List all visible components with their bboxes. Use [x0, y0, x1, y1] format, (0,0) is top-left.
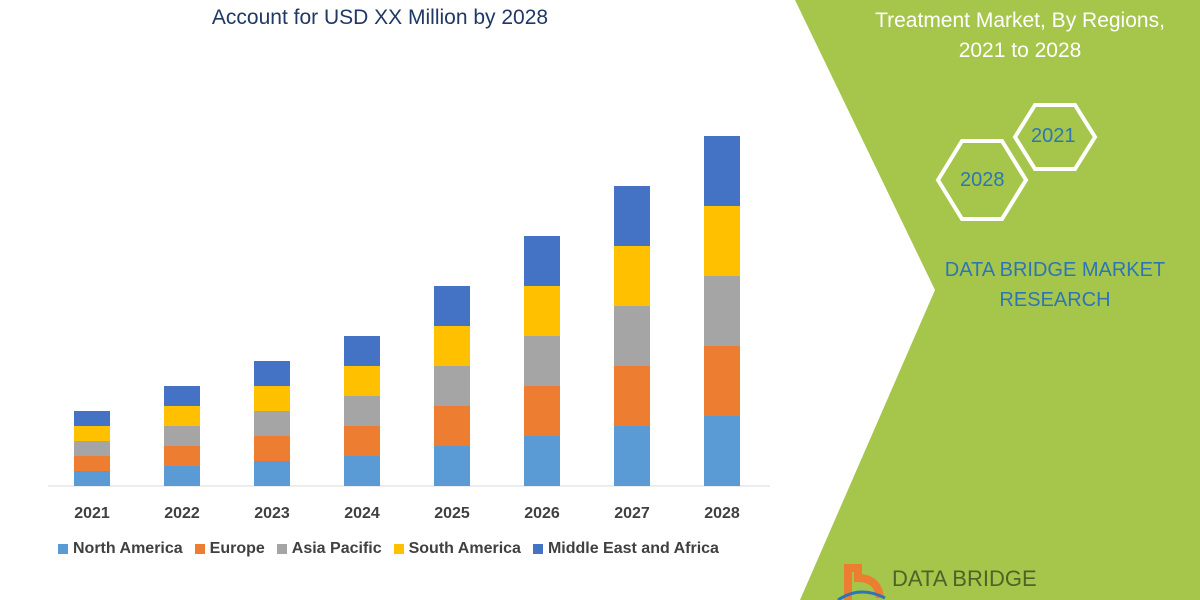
legend-swatch	[393, 544, 404, 554]
bar-segment-middle-east-and-africa-2028	[704, 136, 740, 206]
bar-segment-middle-east-and-africa-2024	[344, 336, 380, 366]
x-tick-label: 2023	[254, 505, 290, 522]
bar-segment-south-america-2025	[434, 326, 470, 366]
legend-label: Asia Pacific	[291, 540, 382, 557]
bar-segment-asia-pacific-2028	[704, 276, 740, 346]
bar-segment-asia-pacific-2023	[254, 411, 290, 436]
brand-line1: DATA BRIDGE MARKET	[944, 259, 1166, 281]
bar-segment-europe-2025	[434, 406, 470, 446]
bar-segment-south-america-2023	[254, 386, 290, 411]
legend-item: South America	[393, 540, 521, 558]
legend-label: Middle East and Africa	[547, 540, 719, 557]
legend-swatch	[194, 544, 205, 554]
hex-label-2021: 2021	[1031, 125, 1076, 147]
legend-swatch	[276, 544, 287, 554]
bar-segment-middle-east-and-africa-2022	[164, 386, 200, 406]
hexagon-2021	[1012, 103, 1098, 171]
bar-segment-asia-pacific-2027	[614, 306, 650, 366]
logo-icon	[837, 564, 886, 600]
bar-segment-middle-east-and-africa-2026	[524, 236, 560, 286]
green-panel	[795, 0, 1200, 600]
x-tick-label: 2026	[524, 505, 560, 522]
bar-segment-south-america-2028	[704, 206, 740, 276]
bar-segment-europe-2021	[74, 456, 110, 471]
bars	[74, 136, 740, 486]
chart-title: Account for USD XX Million by 2028	[211, 6, 549, 29]
bar-segment-asia-pacific-2025	[434, 366, 470, 406]
bar-segment-asia-pacific-2022	[164, 426, 200, 446]
bar-segment-south-america-2024	[344, 366, 380, 396]
bar-segment-south-america-2026	[524, 286, 560, 336]
brand-line2: RESEARCH	[999, 289, 1111, 311]
bar-segment-north-america-2021	[74, 471, 110, 486]
legend-swatch	[532, 544, 543, 554]
bar-segment-asia-pacific-2024	[344, 396, 380, 426]
x-ticks: 2021 2022 2023 2024 2025 2026 2027 2028	[74, 505, 740, 522]
legend-label: South America	[408, 540, 521, 557]
legend-item: Asia Pacific	[276, 540, 382, 558]
bar-segment-middle-east-and-africa-2021	[74, 411, 110, 426]
legend-label: Europe	[209, 540, 265, 557]
bar-segment-north-america-2026	[524, 436, 560, 486]
bar-segment-north-america-2027	[614, 426, 650, 486]
legend-swatch	[58, 544, 68, 554]
bar-segment-north-america-2022	[164, 466, 200, 486]
bar-segment-asia-pacific-2021	[74, 441, 110, 456]
hexagon-2028	[935, 139, 1029, 221]
panel-title-line1: Treatment Market, By Regions,	[875, 9, 1165, 32]
bar-segment-europe-2026	[524, 386, 560, 436]
bar-segment-north-america-2023	[254, 461, 290, 486]
x-tick-label: 2022	[164, 505, 200, 522]
bar-segment-south-america-2021	[74, 426, 110, 441]
bar-segment-middle-east-and-africa-2027	[614, 186, 650, 246]
bar-segment-europe-2024	[344, 426, 380, 456]
bar-segment-europe-2023	[254, 436, 290, 461]
panel-title: Treatment Market, By Regions, 2021 to 20…	[850, 6, 1190, 66]
legend: North America Europe Asia Pacific South …	[58, 540, 719, 558]
brand-text: DATA BRIDGE MARKET RESEARCH	[925, 255, 1185, 315]
x-tick-label: 2028	[704, 505, 740, 522]
bar-segment-north-america-2024	[344, 456, 380, 486]
bar-segment-asia-pacific-2026	[524, 336, 560, 386]
logo-text: DATA BRIDGE	[892, 566, 1037, 591]
legend-label: North America	[73, 540, 183, 557]
bar-segment-europe-2028	[704, 346, 740, 416]
legend-item: Europe	[194, 540, 265, 558]
bar-segment-south-america-2027	[614, 246, 650, 306]
x-tick-label: 2021	[74, 505, 110, 522]
bar-segment-north-america-2025	[434, 446, 470, 486]
legend-item: Middle East and Africa	[532, 540, 719, 558]
bar-segment-europe-2022	[164, 446, 200, 466]
bar-segment-europe-2027	[614, 366, 650, 426]
x-tick-label: 2025	[434, 505, 470, 522]
x-tick-label: 2024	[344, 505, 380, 522]
x-tick-label: 2027	[614, 505, 650, 522]
legend-item: North America	[58, 540, 183, 558]
bar-segment-middle-east-and-africa-2023	[254, 361, 290, 386]
bar-segment-south-america-2022	[164, 406, 200, 426]
bar-segment-north-america-2028	[704, 416, 740, 486]
panel-title-line2: 2021 to 2028	[958, 39, 1082, 62]
bar-segment-middle-east-and-africa-2025	[434, 286, 470, 326]
hex-label-2028: 2028	[960, 169, 1005, 191]
